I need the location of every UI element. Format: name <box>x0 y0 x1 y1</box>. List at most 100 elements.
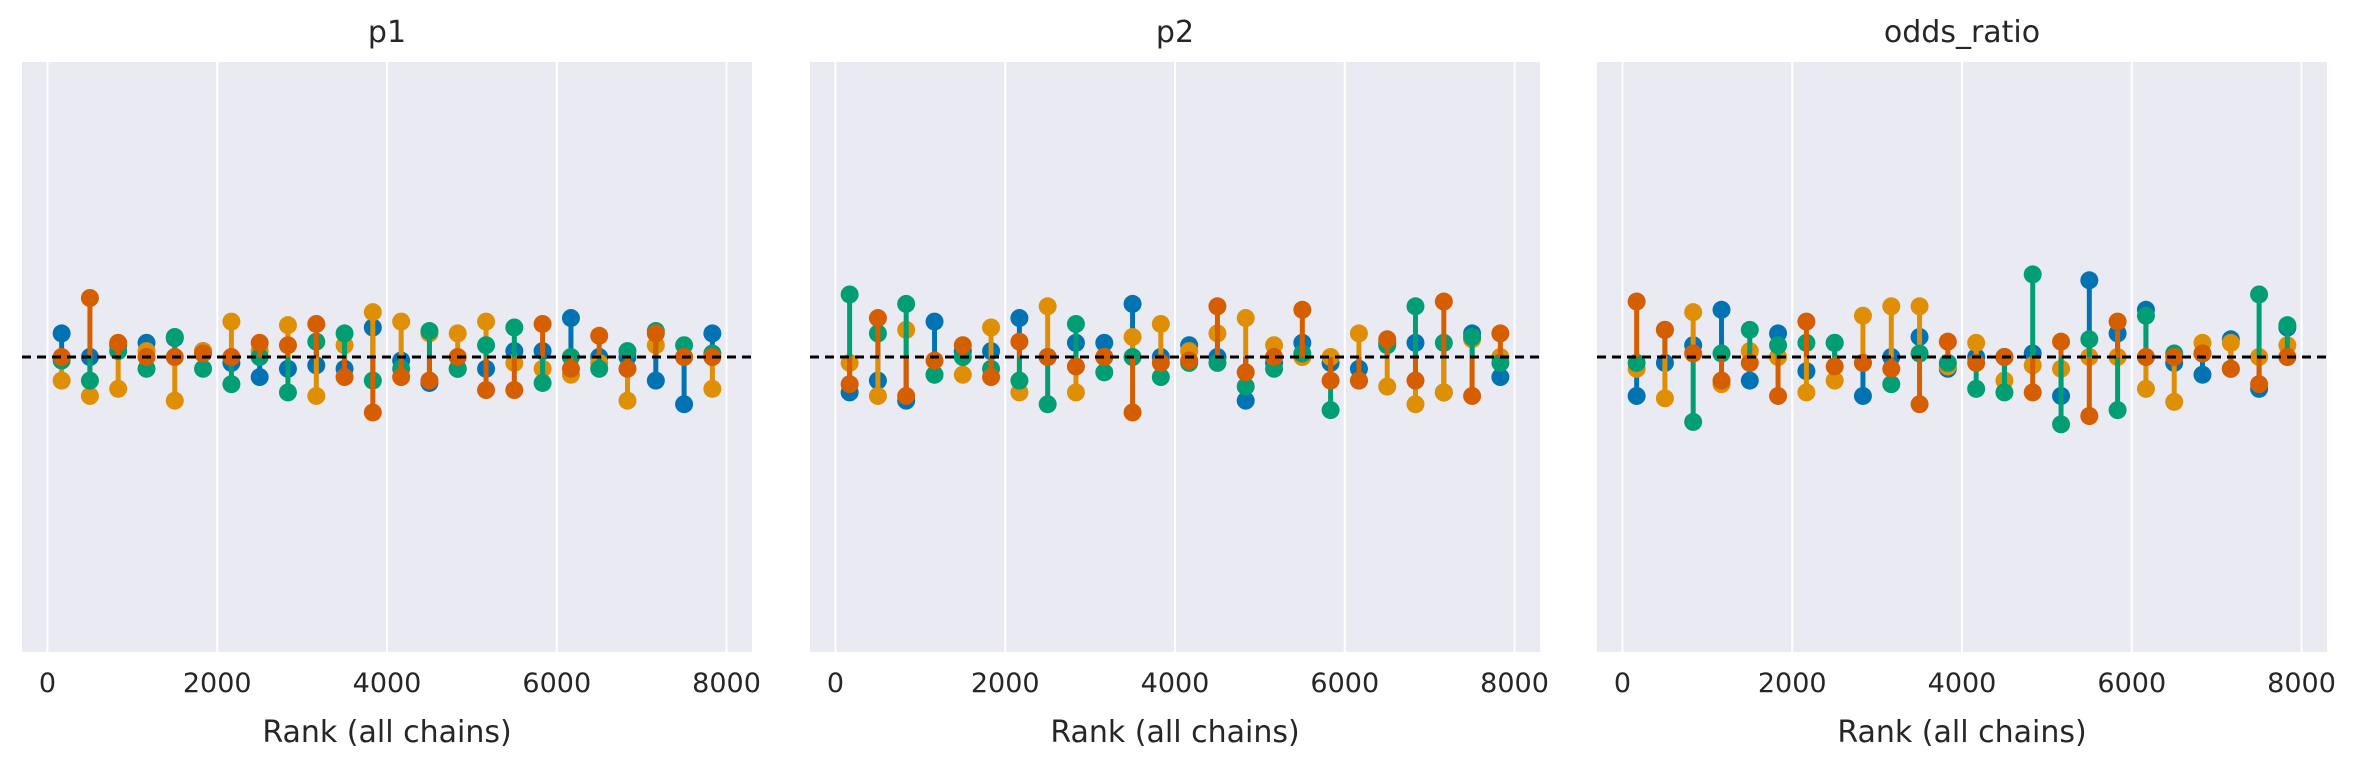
rank-point <box>1825 333 1844 352</box>
rank-point <box>646 324 665 343</box>
x-tick-label: 4000 <box>1928 668 1997 699</box>
x-tick-labels: 0 2000 4000 6000 8000 <box>1614 668 2336 699</box>
rank-point <box>1321 371 1340 390</box>
panel-odds-ratio: 0 2000 4000 6000 8000 odds_ratio Rank (all c… <box>1597 15 2336 750</box>
rank-point <box>1236 377 1255 396</box>
rank-point <box>1406 395 1425 414</box>
rank-point <box>1378 377 1397 396</box>
rank-point <box>1938 332 1957 351</box>
rank-point <box>80 371 99 390</box>
rank-point <box>80 289 99 307</box>
rank-point <box>52 324 71 343</box>
rank-point <box>278 336 297 355</box>
rank-point <box>1882 375 1901 394</box>
rank-point <box>1151 368 1170 387</box>
x-tick-label: 8000 <box>2267 668 2336 699</box>
x-tick-labels: 0 2000 4000 6000 8000 <box>39 668 761 699</box>
rank-point <box>1491 324 1510 343</box>
x-tick-label: 2000 <box>183 668 252 699</box>
rank-point <box>52 348 71 366</box>
rank-point <box>109 333 128 352</box>
x-tick-label: 6000 <box>1310 668 1379 699</box>
x-tick-label: 0 <box>39 668 56 699</box>
rank-point <box>1123 294 1142 313</box>
rank-point <box>1010 309 1029 328</box>
rank-point <box>590 326 609 345</box>
rank-point <box>363 403 382 422</box>
rank-point <box>2193 365 2212 384</box>
rank-point <box>335 368 354 387</box>
rank-point <box>1095 348 1114 366</box>
rank-point <box>222 375 241 394</box>
rank-point <box>1684 344 1703 363</box>
rank-point <box>925 312 944 331</box>
rank-point <box>897 386 916 405</box>
rank-point <box>1967 379 1986 398</box>
x-tick-label: 4000 <box>353 668 422 699</box>
rank-point <box>925 365 944 384</box>
rank-point <box>2023 383 2042 402</box>
rank-point <box>1627 386 1646 405</box>
rank-point <box>1434 383 1453 402</box>
x-tick-label: 6000 <box>2097 668 2166 699</box>
rank-point <box>1712 300 1731 319</box>
rank-point <box>250 333 269 352</box>
x-tick-label: 8000 <box>1480 668 1549 699</box>
rank-point <box>1038 297 1057 316</box>
rank-point <box>52 371 71 390</box>
rank-point <box>505 318 524 337</box>
x-tick-label: 2000 <box>1758 668 1827 699</box>
panel-p2: 0 2000 4000 6000 8000 p2 Rank (all chains) <box>810 15 1549 750</box>
rank-point <box>868 309 887 328</box>
rank-point <box>420 371 439 390</box>
panel-p1: 0 2000 4000 6000 8000 p1 Rank (all chains) <box>22 15 761 750</box>
rank-point <box>1655 320 1674 339</box>
rank-point <box>2052 415 2071 434</box>
rank-point <box>2108 312 2127 331</box>
rank-point <box>307 386 326 405</box>
rank-point <box>1882 359 1901 378</box>
rank-point <box>505 381 524 400</box>
rank-point <box>1434 292 1453 311</box>
rank-point <box>2278 316 2297 335</box>
rank-point <box>2080 271 2099 290</box>
rank-point <box>1655 389 1674 408</box>
x-tick-label: 0 <box>1614 668 1631 699</box>
rank-point <box>222 348 241 366</box>
rank-point <box>1010 332 1029 351</box>
rank-point <box>1406 297 1425 316</box>
rank-point <box>2193 344 2212 363</box>
rank-point <box>982 368 1001 387</box>
rank-point <box>2080 407 2099 425</box>
rank-point <box>1882 297 1901 316</box>
rank-point <box>165 327 184 346</box>
rank-point <box>2165 392 2184 411</box>
rank-point <box>533 314 552 333</box>
rank-point <box>1769 386 1788 405</box>
rank-point <box>392 312 411 331</box>
rank-point <box>1797 383 1816 402</box>
rank-point <box>335 324 354 343</box>
rank-point <box>2052 332 2071 351</box>
rank-point <box>1123 403 1142 422</box>
rank-point <box>2221 359 2240 378</box>
rank-point <box>307 314 326 333</box>
rank-point <box>1236 391 1255 410</box>
rank-point <box>868 386 887 405</box>
x-tick-label: 0 <box>827 668 844 699</box>
rank-point <box>618 391 637 410</box>
rank-point <box>1208 297 1227 316</box>
rank-point <box>1066 383 1085 402</box>
rank-point <box>80 386 99 405</box>
rank-point <box>1180 351 1199 370</box>
rank-point <box>109 379 128 398</box>
panel-title: p1 <box>368 15 406 50</box>
rank-point <box>1123 327 1142 346</box>
rank-point <box>703 379 722 398</box>
rank-point <box>448 324 467 343</box>
rank-point <box>840 375 859 394</box>
x-tick-label: 8000 <box>692 668 761 699</box>
rank-point <box>1038 395 1057 414</box>
rank-point <box>953 336 972 355</box>
rank-point <box>250 368 269 387</box>
